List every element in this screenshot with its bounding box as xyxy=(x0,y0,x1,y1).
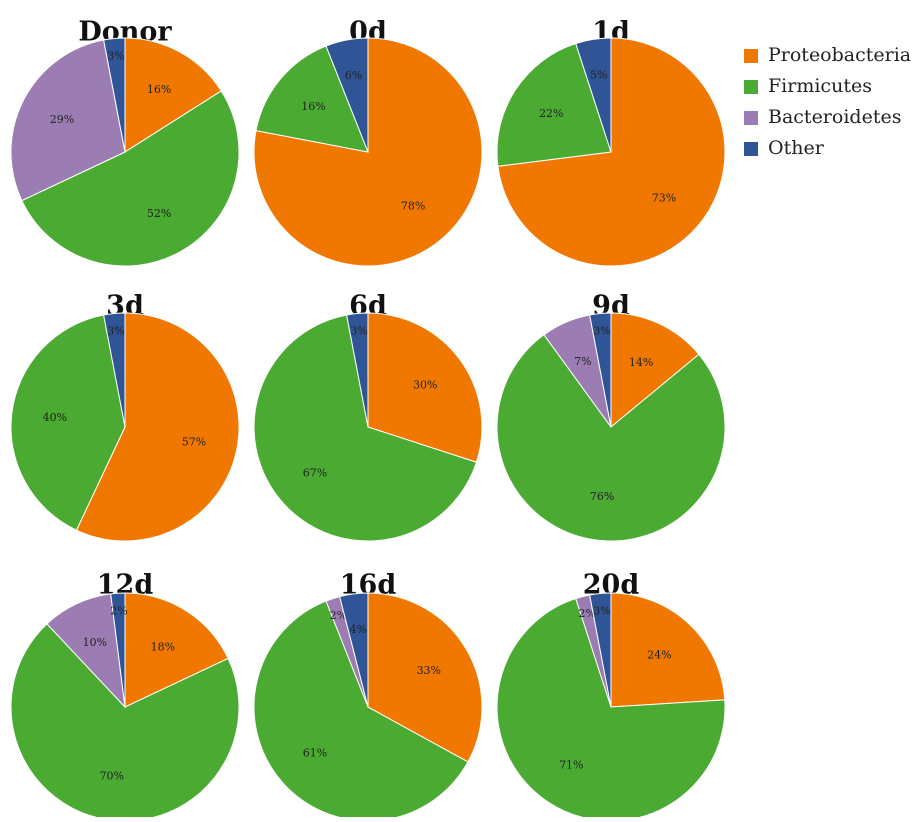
pie-slice-other xyxy=(325,37,369,153)
legend-swatch xyxy=(744,111,758,125)
legend-label: Proteobacteria xyxy=(768,44,911,66)
slice-label: 71% xyxy=(559,759,583,772)
slice-label: 14% xyxy=(629,356,653,369)
pie-slice-firmicutes xyxy=(496,42,612,167)
slice-label: 4% xyxy=(350,623,367,636)
slice-label: 67% xyxy=(303,467,327,480)
pie-slice-firmicutes xyxy=(255,45,369,153)
slice-label: 3% xyxy=(107,325,124,338)
slice-label: 40% xyxy=(43,411,67,424)
legend: Proteobacteria Firmicutes Bacteroidetes Oth… xyxy=(744,44,911,159)
pie-slice-firmicutes xyxy=(496,597,726,822)
slice-label: 52% xyxy=(147,207,171,220)
slice-label: 3% xyxy=(593,325,610,338)
slice-label: 16% xyxy=(147,83,171,96)
pie-slice-firmicutes xyxy=(10,314,126,531)
slice-label: 2% xyxy=(330,609,347,622)
pie-slice-proteobacteria xyxy=(367,312,483,463)
pie-slice-other xyxy=(346,312,369,428)
legend-item-proteobacteria: Proteobacteria xyxy=(744,44,911,66)
slice-label: 24% xyxy=(647,649,671,662)
slice-label: 22% xyxy=(539,107,563,120)
pie-slice-other xyxy=(339,592,369,708)
pie-slice-proteobacteria xyxy=(610,592,726,708)
legend-label: Other xyxy=(768,137,825,159)
pie-slice-other xyxy=(589,312,612,428)
pie-slice-firmicutes xyxy=(253,314,478,542)
slice-label: 2% xyxy=(578,607,595,620)
pie-slice-firmicutes xyxy=(21,90,240,267)
slice-label: 76% xyxy=(590,490,614,503)
legend-item-firmicutes: Firmicutes xyxy=(744,75,872,97)
pie-slice-proteobacteria xyxy=(75,312,240,542)
pie-slice-proteobacteria xyxy=(124,37,222,153)
slice-label: 18% xyxy=(151,640,175,653)
slice-label: 6% xyxy=(345,69,362,82)
legend-swatch xyxy=(744,49,758,63)
pie-slice-other xyxy=(589,592,612,708)
legend-swatch xyxy=(744,142,758,156)
pie-slice-other xyxy=(103,312,126,428)
slice-label: 7% xyxy=(574,355,591,368)
slice-label: 2% xyxy=(110,604,127,617)
slice-label: 30% xyxy=(413,379,437,392)
pie-slice-firmicutes xyxy=(253,600,469,822)
slice-label: 61% xyxy=(303,747,327,760)
slice-label: 16% xyxy=(301,100,325,113)
slice-label: 3% xyxy=(107,50,124,63)
slice-label: 73% xyxy=(652,192,676,205)
pie-slice-other xyxy=(575,37,612,153)
slice-label: 70% xyxy=(100,769,124,782)
legend-label: Bacteroidetes xyxy=(768,106,901,128)
slice-label: 78% xyxy=(401,200,425,213)
pie-slice-other xyxy=(110,592,126,708)
slice-label: 57% xyxy=(182,435,206,448)
pie-slice-firmicutes xyxy=(496,334,726,542)
slice-label: 10% xyxy=(83,636,107,649)
slice-label: 3% xyxy=(350,325,367,338)
legend-item-bacteroidetes: Bacteroidetes xyxy=(744,106,901,128)
pie-slice-bacteroidetes xyxy=(46,593,126,709)
legend-swatch xyxy=(744,80,758,94)
pie-slice-proteobacteria xyxy=(367,592,483,763)
legend-label: Firmicutes xyxy=(768,75,872,97)
legend-item-other: Other xyxy=(744,137,825,159)
pie-slice-proteobacteria xyxy=(610,312,700,429)
slice-label: 29% xyxy=(50,113,74,126)
slice-label: 3% xyxy=(593,605,610,618)
slice-label: 33% xyxy=(417,664,441,677)
pie-slice-other xyxy=(103,37,126,153)
pie-slice-bacteroidetes xyxy=(10,39,126,202)
slice-label: 5% xyxy=(590,68,607,81)
pie-slice-proteobacteria xyxy=(124,592,229,708)
